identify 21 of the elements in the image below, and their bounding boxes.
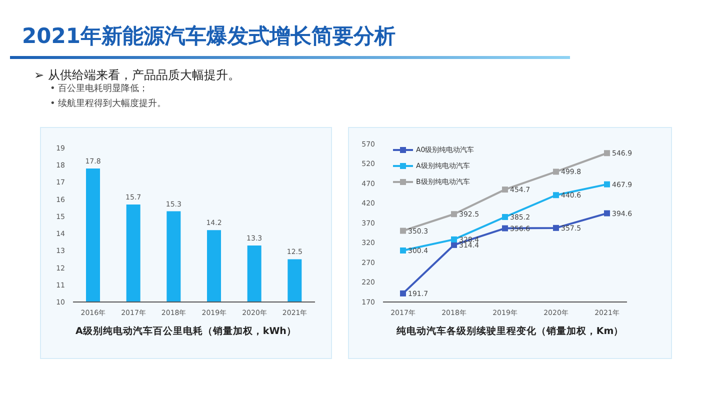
point (451, 211, 457, 218)
text: 2021年新能源汽车爆发式增长简要分析 (22, 23, 396, 50)
point (553, 192, 559, 198)
point (604, 210, 610, 216)
point (553, 224, 559, 231)
text: • 续航里程得到大幅度提升。 (50, 98, 166, 111)
point (400, 228, 406, 234)
point (553, 168, 559, 175)
point (502, 214, 508, 220)
point (451, 236, 457, 242)
point (604, 150, 610, 156)
point (502, 186, 508, 193)
point (400, 247, 406, 254)
point (502, 225, 508, 232)
text: 纯电动汽车各级别续驶里程变化（销量加权，Km） (395, 325, 625, 338)
text: • 百公里电耗明显降低； (50, 82, 150, 96)
text: ➢ 从供给端来看，产品品质大幅提升。 (34, 67, 240, 84)
point (400, 290, 406, 296)
point (604, 181, 610, 188)
point (451, 242, 457, 248)
text: A级别纯电动汽车百公里电耗（销量加权，kWh） (74, 325, 298, 338)
